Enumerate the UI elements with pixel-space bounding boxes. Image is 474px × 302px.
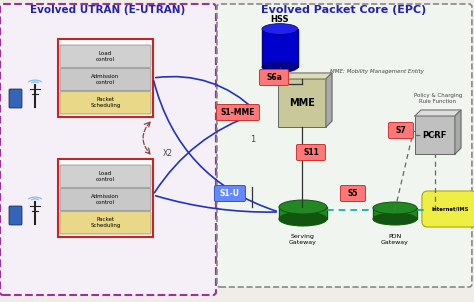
FancyBboxPatch shape: [217, 4, 472, 287]
FancyBboxPatch shape: [0, 4, 216, 295]
FancyBboxPatch shape: [9, 89, 22, 108]
FancyBboxPatch shape: [415, 116, 455, 154]
FancyBboxPatch shape: [60, 68, 151, 91]
Text: 1: 1: [250, 136, 255, 144]
Text: Packet
Scheduling: Packet Scheduling: [90, 217, 121, 228]
Text: Admission
control: Admission control: [91, 74, 119, 85]
Text: Evolved Packet Core (EPC): Evolved Packet Core (EPC): [261, 5, 427, 15]
FancyBboxPatch shape: [60, 165, 151, 187]
Text: S1-MME: S1-MME: [221, 108, 255, 117]
FancyBboxPatch shape: [60, 45, 151, 67]
Text: X2: X2: [163, 149, 173, 159]
Polygon shape: [262, 29, 298, 67]
FancyBboxPatch shape: [422, 191, 474, 227]
Ellipse shape: [279, 200, 327, 214]
Text: Load
control: Load control: [96, 171, 115, 182]
Text: HSS: HSS: [271, 15, 289, 24]
FancyBboxPatch shape: [278, 79, 326, 127]
FancyBboxPatch shape: [9, 206, 22, 225]
Text: Serving
Gateway: Serving Gateway: [289, 234, 317, 245]
FancyBboxPatch shape: [296, 144, 326, 160]
Text: MME: MME: [289, 98, 315, 108]
Text: Admission
control: Admission control: [91, 194, 119, 205]
Text: Internet/IMS: Internet/IMS: [431, 207, 469, 211]
Polygon shape: [415, 110, 461, 116]
FancyBboxPatch shape: [388, 123, 413, 139]
Text: S7: S7: [395, 126, 406, 135]
Text: Policy & Charging
Rule Function: Policy & Charging Rule Function: [414, 93, 462, 104]
FancyBboxPatch shape: [214, 185, 246, 201]
Polygon shape: [373, 208, 417, 219]
Polygon shape: [278, 73, 332, 79]
Ellipse shape: [262, 62, 298, 72]
Text: S5: S5: [348, 189, 358, 198]
Text: S1-U: S1-U: [220, 189, 240, 198]
Ellipse shape: [262, 24, 298, 34]
FancyBboxPatch shape: [60, 212, 151, 234]
FancyBboxPatch shape: [60, 188, 151, 211]
FancyBboxPatch shape: [340, 185, 365, 201]
FancyBboxPatch shape: [58, 39, 153, 117]
Text: Packet
Scheduling: Packet Scheduling: [90, 98, 121, 108]
FancyBboxPatch shape: [58, 159, 153, 237]
FancyBboxPatch shape: [217, 104, 259, 120]
Text: PDN
Gateway: PDN Gateway: [381, 234, 409, 245]
Ellipse shape: [373, 202, 417, 214]
Polygon shape: [326, 73, 332, 127]
Text: Load
control: Load control: [96, 51, 115, 62]
Polygon shape: [279, 207, 327, 219]
Ellipse shape: [279, 212, 327, 226]
Text: S11: S11: [303, 148, 319, 157]
Ellipse shape: [373, 213, 417, 225]
Text: Evolved UTRAN (E-UTRAN): Evolved UTRAN (E-UTRAN): [30, 5, 186, 15]
Text: S6a: S6a: [266, 73, 282, 82]
Polygon shape: [455, 110, 461, 154]
Text: PCRF: PCRF: [423, 130, 447, 140]
FancyBboxPatch shape: [60, 92, 151, 114]
FancyBboxPatch shape: [259, 69, 289, 85]
Text: MME: Mobility Management Entity: MME: Mobility Management Entity: [330, 69, 424, 74]
